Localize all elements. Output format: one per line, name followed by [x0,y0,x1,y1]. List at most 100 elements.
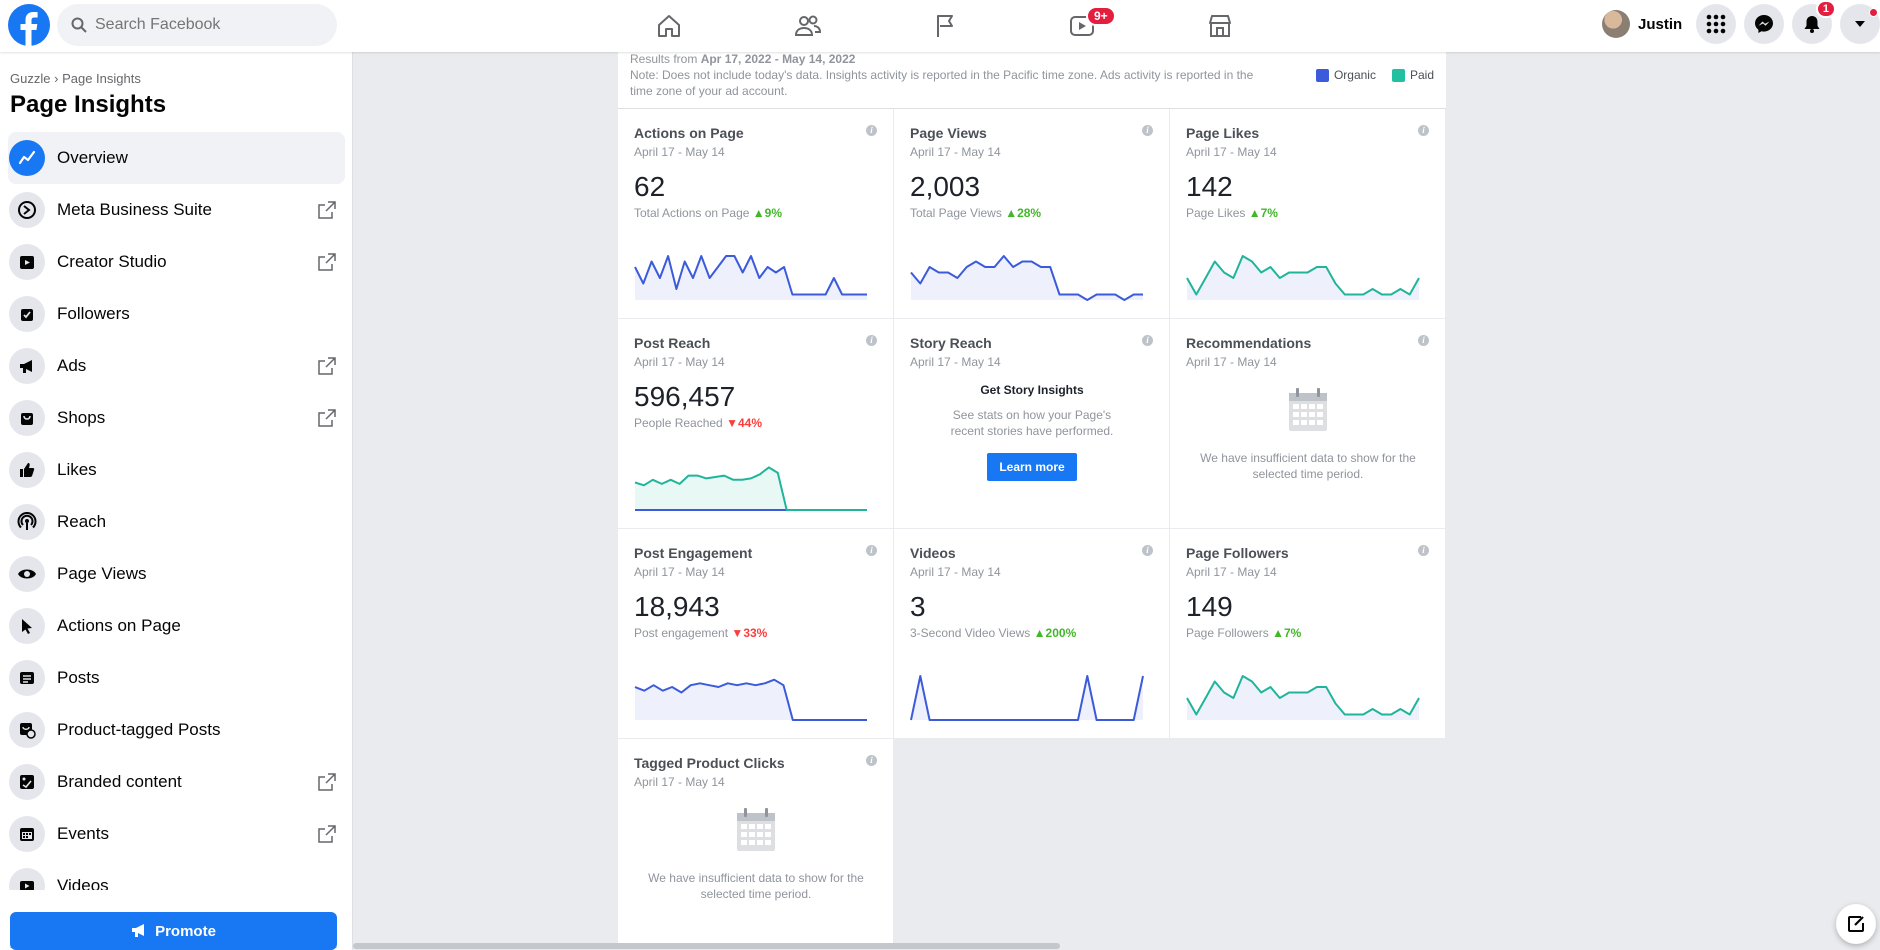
empty-state: We have insufficient data to show for th… [1186,387,1430,482]
search-icon [71,17,87,33]
sidebar-item-actions-on-page[interactable]: Actions on Page [8,600,345,652]
info-icon[interactable]: i [1142,335,1153,346]
sparkline-area [911,676,1143,720]
sparkline-area [635,679,867,720]
card-post-engagement[interactable]: Post Engagement April 17 - May 14 i 18,9… [618,529,894,739]
messenger-button[interactable] [1744,4,1784,44]
info-icon[interactable]: i [1418,545,1429,556]
pages-nav-button[interactable] [916,6,976,46]
info-icon[interactable]: i [866,755,877,766]
sidebar-item-followers[interactable]: Followers [8,288,345,340]
sidebar-item-label: Meta Business Suite [57,200,212,219]
business-suite-icon [9,192,45,228]
sidebar: Guzzle › Page Insights Page Insights Ove… [0,52,353,950]
home-icon [658,15,680,37]
card-date-range: April 17 - May 14 [910,145,1001,159]
sidebar-item-label: Events [57,824,109,843]
card-value: 18,943 [634,591,720,622]
results-note: Note: Does not include today's data. Ins… [630,68,1254,98]
search-bar[interactable] [57,4,337,46]
compose-icon [1848,916,1864,932]
marketplace-nav-button[interactable] [1190,6,1250,46]
breadcrumb-page-link[interactable]: Guzzle [10,71,51,86]
promote-label: Promote [155,922,216,940]
sidebar-item-creator-studio[interactable]: Creator Studio [8,236,345,288]
external-link-icon [318,201,336,219]
card-metric-label: 3-Second Video Views [910,626,1031,640]
card-videos[interactable]: Videos April 17 - May 14 i 3 3-Second Vi… [894,529,1170,739]
friends-nav-button[interactable] [778,6,838,46]
horizontal-scrollbar[interactable] [353,943,1060,949]
info-icon[interactable]: i [1142,545,1153,556]
card-metric: Page Followers ▲7% [1186,626,1430,640]
info-icon[interactable]: i [1142,125,1153,136]
shop-bag-icon [9,400,45,436]
info-icon[interactable]: i [1418,335,1429,346]
sidebar-item-events[interactable]: Events [8,808,345,860]
sidebar-item-likes[interactable]: Likes [8,444,345,496]
learn-more-button[interactable]: Learn more [987,453,1077,481]
flag-icon [937,15,953,37]
chart-legend: Organic Paid [1300,68,1434,82]
card-recommendations[interactable]: Recommendations April 17 - May 14 i We h… [1170,319,1446,529]
trend-value: 7% [1283,626,1302,640]
sidebar-item-branded-content[interactable]: Branded content [8,756,345,808]
profile-button[interactable]: Justin [1598,6,1692,42]
facebook-logo-icon[interactable] [8,4,50,46]
sidebar-item-ads[interactable]: Ads [8,340,345,392]
trend-up-indicator: ▲28% [1005,206,1042,220]
card-date-range: April 17 - May 14 [634,565,725,579]
story-heading: Get Story Insights [980,383,1084,397]
card-title: Tagged Product Clicks [634,755,785,771]
story-description: See stats on how your Page's recent stor… [950,408,1114,438]
card-story-reach[interactable]: Story Reach April 17 - May 14 i Get Stor… [894,319,1170,529]
promote-button[interactable]: Promote [10,912,337,950]
card-page-likes[interactable]: Page Likes April 17 - May 14 i 142 Page … [1170,109,1446,319]
notification-dot [1869,8,1878,17]
card-title: Story Reach [910,335,992,351]
sidebar-item-shops[interactable]: Shops [8,392,345,444]
sidebar-item-posts[interactable]: Posts [8,652,345,704]
sidebar-item-label: Followers [57,304,130,323]
branded-content-icon [9,764,45,800]
notifications-button[interactable]: 1 [1792,0,1836,44]
trend-value: 28% [1017,206,1042,220]
trend-value: 33% [743,626,768,640]
card-title: Page Followers [1186,545,1289,561]
avatar [1602,10,1630,38]
sidebar-item-meta-business-suite[interactable]: Meta Business Suite [8,184,345,236]
menu-button[interactable] [1696,4,1736,44]
search-input[interactable] [95,16,315,34]
top-navigation-bar: 9+ Justin 1 [0,0,1880,52]
external-link-icon [318,357,336,375]
card-actions-on-page[interactable]: Actions on Page April 17 - May 14 i 62 T… [618,109,894,319]
new-message-button[interactable] [1836,904,1876,944]
sparkline-series [634,255,867,296]
sparkline-chart [634,255,867,300]
card-title: Page Views [910,125,987,141]
external-link-icon [318,253,336,271]
info-icon[interactable]: i [866,125,877,136]
results-range-prefix: Results from [630,52,701,66]
messenger-icon [1755,15,1773,33]
sidebar-item-videos[interactable]: Videos [8,860,345,890]
info-icon[interactable]: i [866,545,877,556]
caret-down-icon [1855,21,1865,27]
sparkline-area [1187,676,1419,720]
card-date-range: April 17 - May 14 [910,355,1001,369]
card-tagged-product-clicks[interactable]: Tagged Product Clicks April 17 - May 14 … [618,739,894,949]
card-post-reach[interactable]: Post Reach April 17 - May 14 i 596,457 P… [618,319,894,529]
sidebar-nav-list: Overview Meta Business Suite Creator Stu… [0,132,353,890]
info-icon[interactable]: i [866,335,877,346]
watch-nav-button[interactable]: 9+ [1052,6,1116,46]
card-page-views[interactable]: Page Views April 17 - May 14 i 2,003 Tot… [894,109,1170,319]
sidebar-item-product-tagged-posts[interactable]: Product-tagged Posts [8,704,345,756]
legend-paid-label: Paid [1409,68,1434,82]
home-nav-button[interactable] [639,6,699,46]
account-menu-button[interactable] [1840,4,1880,44]
sidebar-item-reach[interactable]: Reach [8,496,345,548]
sidebar-item-overview[interactable]: Overview [8,132,345,184]
info-icon[interactable]: i [1418,125,1429,136]
card-page-followers[interactable]: Page Followers April 17 - May 14 i 149 P… [1170,529,1446,739]
sidebar-item-page-views[interactable]: Page Views [8,548,345,600]
